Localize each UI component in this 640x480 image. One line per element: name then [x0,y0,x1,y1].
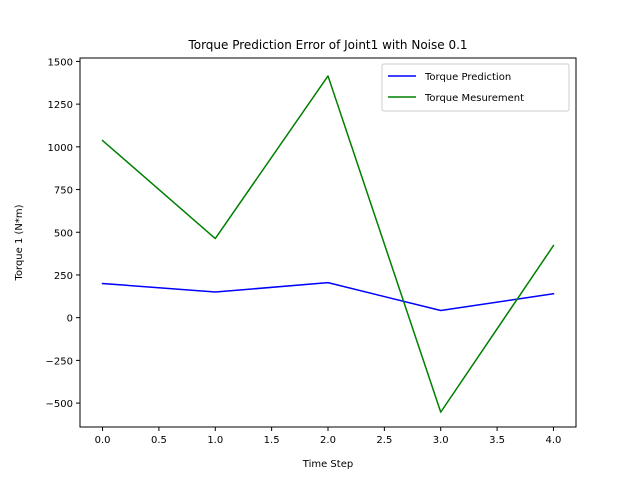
x-tick-label: 4.0 [546,435,562,446]
y-axis: −500 −250 0 250 500 750 1000 1250 1500 [46,57,80,410]
y-tick-label: 250 [54,271,73,282]
x-tick-label: 2.0 [320,435,336,446]
y-tick-label: 0 [67,314,73,325]
y-tick-label: 1250 [48,100,73,111]
x-tick-label: 1.5 [264,435,280,446]
legend-label-prediction: Torque Prediction [424,72,511,83]
legend: Torque Prediction Torque Mesurement [381,63,570,112]
chart-title: Torque Prediction Error of Joint1 with N… [187,38,467,52]
x-tick-label: 3.5 [489,435,505,446]
x-axis-label: Time Step [302,459,353,470]
x-axis: 0.0 0.5 1.0 1.5 2.0 2.5 3.0 3.5 4.0 [95,427,562,446]
y-tick-label: −500 [46,399,73,410]
legend-label-measurement: Torque Mesurement [424,93,524,104]
series-line-torque-prediction [101,281,555,312]
x-tick-label: 2.5 [376,435,392,446]
y-tick-label: 750 [54,186,73,197]
y-tick-label: −250 [46,356,73,367]
x-tick-label: 1.0 [207,435,223,446]
y-tick-label: 1500 [48,57,73,68]
series-line-torque-mesurement [101,75,555,413]
y-tick-label: 500 [54,228,73,239]
x-tick-label: 0.0 [95,435,111,446]
y-tick-label: 1000 [48,143,73,154]
x-tick-label: 3.0 [433,435,449,446]
x-tick-label: 0.5 [151,435,167,446]
plot-lines [101,75,555,413]
y-axis-label: Torque 1 (N*m) [14,204,25,281]
legend-box [381,63,570,112]
